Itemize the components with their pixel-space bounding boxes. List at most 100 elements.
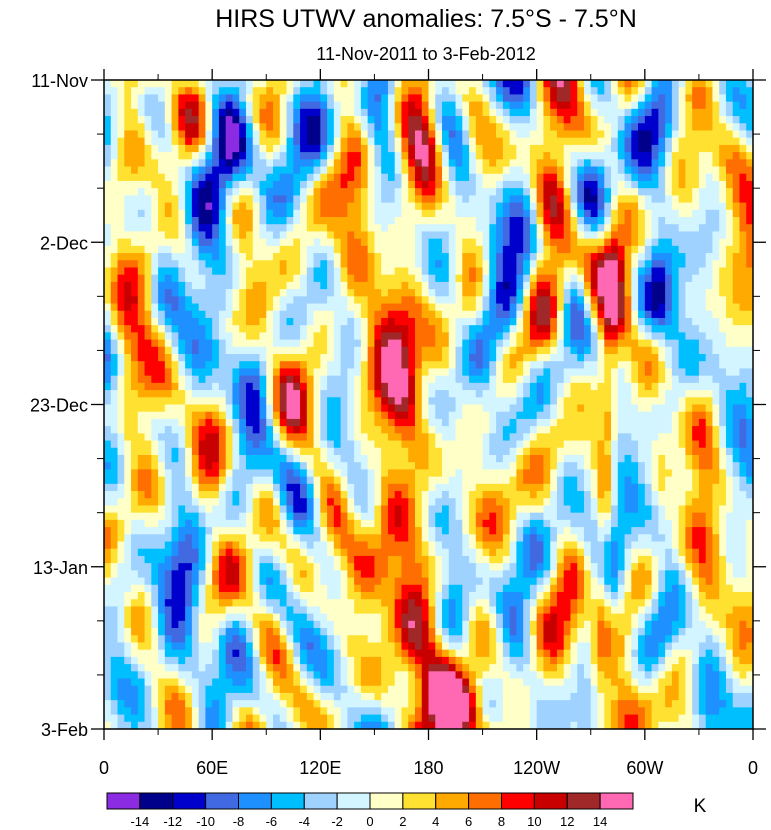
heatmap-cell: [327, 217, 335, 225]
heatmap-cell: [509, 281, 517, 290]
heatmap-cell: [577, 144, 585, 153]
heatmap-cell: [725, 159, 734, 168]
heatmap-cell: [448, 152, 457, 160]
heatmap-cell: [604, 281, 612, 290]
heatmap-cell: [421, 224, 430, 233]
heatmap-cell: [462, 325, 470, 333]
heatmap-cell: [218, 296, 227, 305]
heatmap-cell: [658, 375, 666, 384]
heatmap-cell: [164, 245, 173, 254]
heatmap-cell: [239, 267, 247, 276]
heatmap-cell: [293, 418, 301, 427]
heatmap-cell: [624, 195, 632, 204]
heatmap-cell: [110, 94, 119, 103]
heatmap-cell: [448, 238, 457, 247]
heatmap-cell: [225, 354, 234, 362]
heatmap-cell: [482, 152, 490, 160]
heatmap-cell: [225, 80, 234, 88]
heatmap-cell: [725, 173, 734, 182]
heatmap-cell: [279, 426, 288, 434]
heatmap-cell: [266, 217, 274, 225]
heatmap-cell: [658, 195, 666, 204]
heatmap-cell: [137, 375, 146, 384]
heatmap-cell: [509, 404, 517, 413]
heatmap-cell: [671, 346, 680, 355]
heatmap-cell: [306, 339, 315, 348]
heatmap-cell: [273, 260, 281, 269]
heatmap-cell: [212, 195, 220, 204]
heatmap-cell: [665, 289, 673, 297]
heatmap-cell: [408, 224, 416, 233]
heatmap-cell: [218, 404, 227, 413]
heatmap-cell: [245, 144, 254, 153]
heatmap-cell: [387, 80, 396, 88]
heatmap-cell: [543, 310, 551, 319]
heatmap-cell: [725, 361, 734, 370]
heatmap-cell: [374, 397, 382, 406]
heatmap-cell: [232, 411, 240, 420]
heatmap-cell: [469, 332, 477, 341]
heatmap-cell: [131, 274, 139, 283]
heatmap-cell: [333, 94, 342, 103]
heatmap-cell: [151, 101, 159, 110]
heatmap-cell: [624, 447, 632, 456]
heatmap-cell: [719, 173, 727, 182]
heatmap-cell: [563, 281, 572, 290]
heatmap-cell: [719, 332, 727, 341]
heatmap-cell: [475, 166, 484, 175]
heatmap-cell: [739, 87, 747, 96]
heatmap-cell: [719, 325, 727, 333]
heatmap-cell: [225, 87, 234, 96]
heatmap-cell: [631, 289, 639, 297]
heatmap-cell: [631, 87, 639, 96]
heatmap-cell: [293, 346, 301, 355]
heatmap-cell: [286, 260, 294, 269]
heatmap-cell: [624, 238, 632, 247]
heatmap-cell: [692, 361, 700, 370]
heatmap-cell: [387, 397, 396, 406]
heatmap-cell: [266, 188, 274, 196]
heatmap-cell: [529, 447, 538, 456]
heatmap-cell: [692, 274, 700, 283]
heatmap-cell: [611, 94, 619, 103]
heatmap-cell: [131, 296, 139, 305]
heatmap-cell: [340, 390, 348, 398]
heatmap-cell: [435, 137, 443, 146]
heatmap-cell: [590, 368, 599, 377]
heatmap-cell: [171, 108, 179, 117]
heatmap-cell: [218, 354, 227, 362]
heatmap-cell: [475, 217, 484, 225]
heatmap-cell: [462, 238, 470, 247]
heatmap-cell: [543, 296, 551, 305]
heatmap-cell: [421, 152, 430, 160]
heatmap-cell: [523, 101, 531, 110]
heatmap-cell: [604, 289, 612, 297]
heatmap-cell: [279, 260, 288, 269]
heatmap-cell: [360, 231, 369, 240]
heatmap-cell: [273, 418, 281, 427]
heatmap-cell: [611, 144, 619, 153]
heatmap-cell: [529, 195, 538, 204]
heatmap-cell: [259, 260, 267, 269]
heatmap-cell: [205, 209, 213, 218]
heatmap-cell: [110, 447, 119, 456]
heatmap-cell: [631, 317, 639, 326]
heatmap-cell: [604, 144, 612, 153]
heatmap-cell: [617, 180, 626, 189]
heatmap-cell: [509, 87, 517, 96]
heatmap-cell: [712, 317, 720, 326]
heatmap-cell: [408, 209, 416, 218]
heatmap-cell: [205, 130, 213, 139]
heatmap-cell: [611, 80, 619, 88]
heatmap-cell: [678, 332, 686, 341]
heatmap-cell: [604, 166, 612, 175]
heatmap-cell: [725, 426, 734, 434]
heatmap-cell: [678, 245, 686, 254]
heatmap-cell: [164, 418, 173, 427]
heatmap-cell: [462, 289, 470, 297]
heatmap-cell: [205, 325, 213, 333]
heatmap-cell: [489, 245, 497, 254]
heatmap-cell: [462, 346, 470, 355]
heatmap-cell: [158, 339, 166, 348]
heatmap-cell: [137, 202, 146, 211]
